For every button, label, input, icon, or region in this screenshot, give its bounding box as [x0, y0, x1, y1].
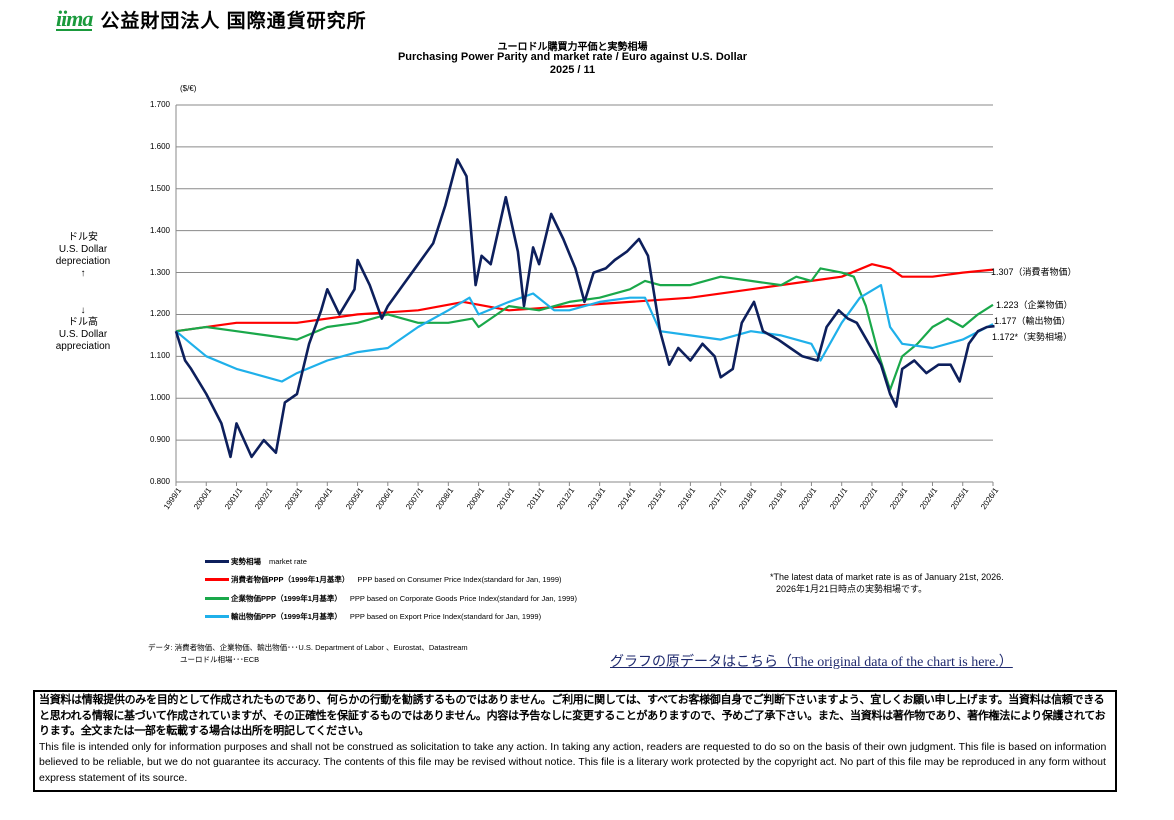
- arrow-down-icon: ↓: [80, 305, 86, 316]
- latest-data-note: *The latest data of market rate is as of…: [770, 571, 1004, 595]
- disclaimer-box: 当資料は情報提供のみを目的として作成されたものであり、何らかの行動を勧誘するもの…: [33, 690, 1117, 792]
- legend-item-market-rate: 実勢相場 market rate: [205, 556, 307, 567]
- data-source: データ: 消費者物価、企業物価、輸出物価･･･U.S. Department o…: [148, 642, 468, 666]
- chart-subtitle: 2025 / 11: [549, 64, 596, 76]
- y-tick-label: 1.500: [149, 183, 170, 193]
- legend-item-export: 輸出物価PPP（1999年1月基準） PPP based on Export P…: [205, 611, 541, 622]
- y-tick-label: 0.900: [149, 435, 170, 445]
- legend-label-jp: 輸出物価PPP（1999年1月基準）: [231, 612, 342, 621]
- original-data-link[interactable]: グラフの原データはこちら（The original data of the ch…: [610, 655, 1013, 670]
- note-en: *The latest data of market rate is as of…: [770, 572, 1004, 582]
- y-tick-label: 1.000: [149, 393, 170, 403]
- legend-label-en: PPP based on Corporate Goods Price Index…: [349, 594, 577, 603]
- chart-plot: [174, 104, 995, 486]
- legend-swatch: [205, 578, 229, 581]
- legend-label-en: market rate: [269, 557, 307, 566]
- end-label-market-rate: 1.172*（実勢相場）: [992, 332, 1073, 342]
- legend-label-en: PPP based on Consumer Price Index(standa…: [357, 575, 562, 584]
- end-label-export: 1.177（輸出物価）: [994, 316, 1071, 326]
- arrow-up-icon: ↑: [80, 268, 86, 279]
- label-en: depreciation: [55, 256, 111, 267]
- y-axis-unit: ($/€): [180, 84, 197, 93]
- series-line-3: [175, 284, 994, 383]
- y-tick-label: 1.700: [149, 100, 170, 109]
- disclaimer-en: This file is intended only for informati…: [39, 740, 1107, 784]
- organization-name: 公益財団法人 国際通貨研究所: [100, 11, 367, 32]
- dollar-depreciation-label: ドル安 U.S. Dollar depreciation ↑: [36, 232, 130, 280]
- legend-label-jp: 消費者物価PPP（1999年1月基準）: [231, 575, 350, 584]
- y-tick-label: 1.100: [149, 351, 170, 361]
- legend-swatch: [205, 615, 229, 618]
- y-tick-label: 1.600: [149, 141, 170, 151]
- y-tick-label: 1.300: [149, 267, 170, 277]
- legend-swatch: [205, 560, 229, 563]
- y-tick-label: 1.400: [149, 225, 170, 235]
- label-en: appreciation: [55, 341, 111, 352]
- label-jp: ドル高: [68, 317, 98, 328]
- legend-item-cpi: 消費者物価PPP（1999年1月基準） PPP based on Consume…: [205, 574, 562, 585]
- source-line: データ: 消費者物価、企業物価、輸出物価･･･U.S. Department o…: [148, 643, 468, 652]
- chart-title: Purchasing Power Parity and market rate …: [397, 51, 748, 63]
- legend-label-jp: 企業物価PPP（1999年1月基準）: [231, 594, 342, 603]
- y-tick-label: 1.200: [149, 309, 170, 319]
- label-en: U.S. Dollar: [58, 244, 108, 255]
- logo: iima 公益財団法人 国際通貨研究所: [56, 6, 367, 33]
- series-line-0: [174, 158, 995, 459]
- label-en: U.S. Dollar: [58, 329, 108, 340]
- y-tick-label: 0.800: [149, 477, 170, 486]
- iima-logo-mark: iima: [56, 5, 93, 31]
- label-jp: ドル安: [68, 232, 98, 243]
- legend-label-jp: 実勢相場: [231, 557, 261, 566]
- disclaimer-jp: 当資料は情報提供のみを目的として作成されたものであり、何らかの行動を勧誘するもの…: [39, 694, 1106, 737]
- end-label-corporate: 1.223（企業物価）: [996, 300, 1073, 310]
- legend-label-en: PPP based on Export Price Index(standard…: [349, 612, 542, 621]
- source-line: ユーロドル相場･･･ECB: [180, 655, 260, 664]
- legend-item-corporate: 企業物価PPP（1999年1月基準） PPP based on Corporat…: [205, 593, 577, 604]
- end-label-cpi: 1.307（消費者物価）: [991, 267, 1077, 277]
- chart-title-jp: ユーロドル購買力平価と実勢相場: [497, 42, 648, 53]
- note-jp: 2026年1月21日時点の実勢相場です。: [776, 584, 928, 594]
- legend-swatch: [205, 597, 229, 600]
- series-line-1: [175, 263, 994, 333]
- dollar-appreciation-label: ↓ ドル高 U.S. Dollar appreciation: [36, 305, 130, 353]
- series-line-2: [175, 267, 994, 391]
